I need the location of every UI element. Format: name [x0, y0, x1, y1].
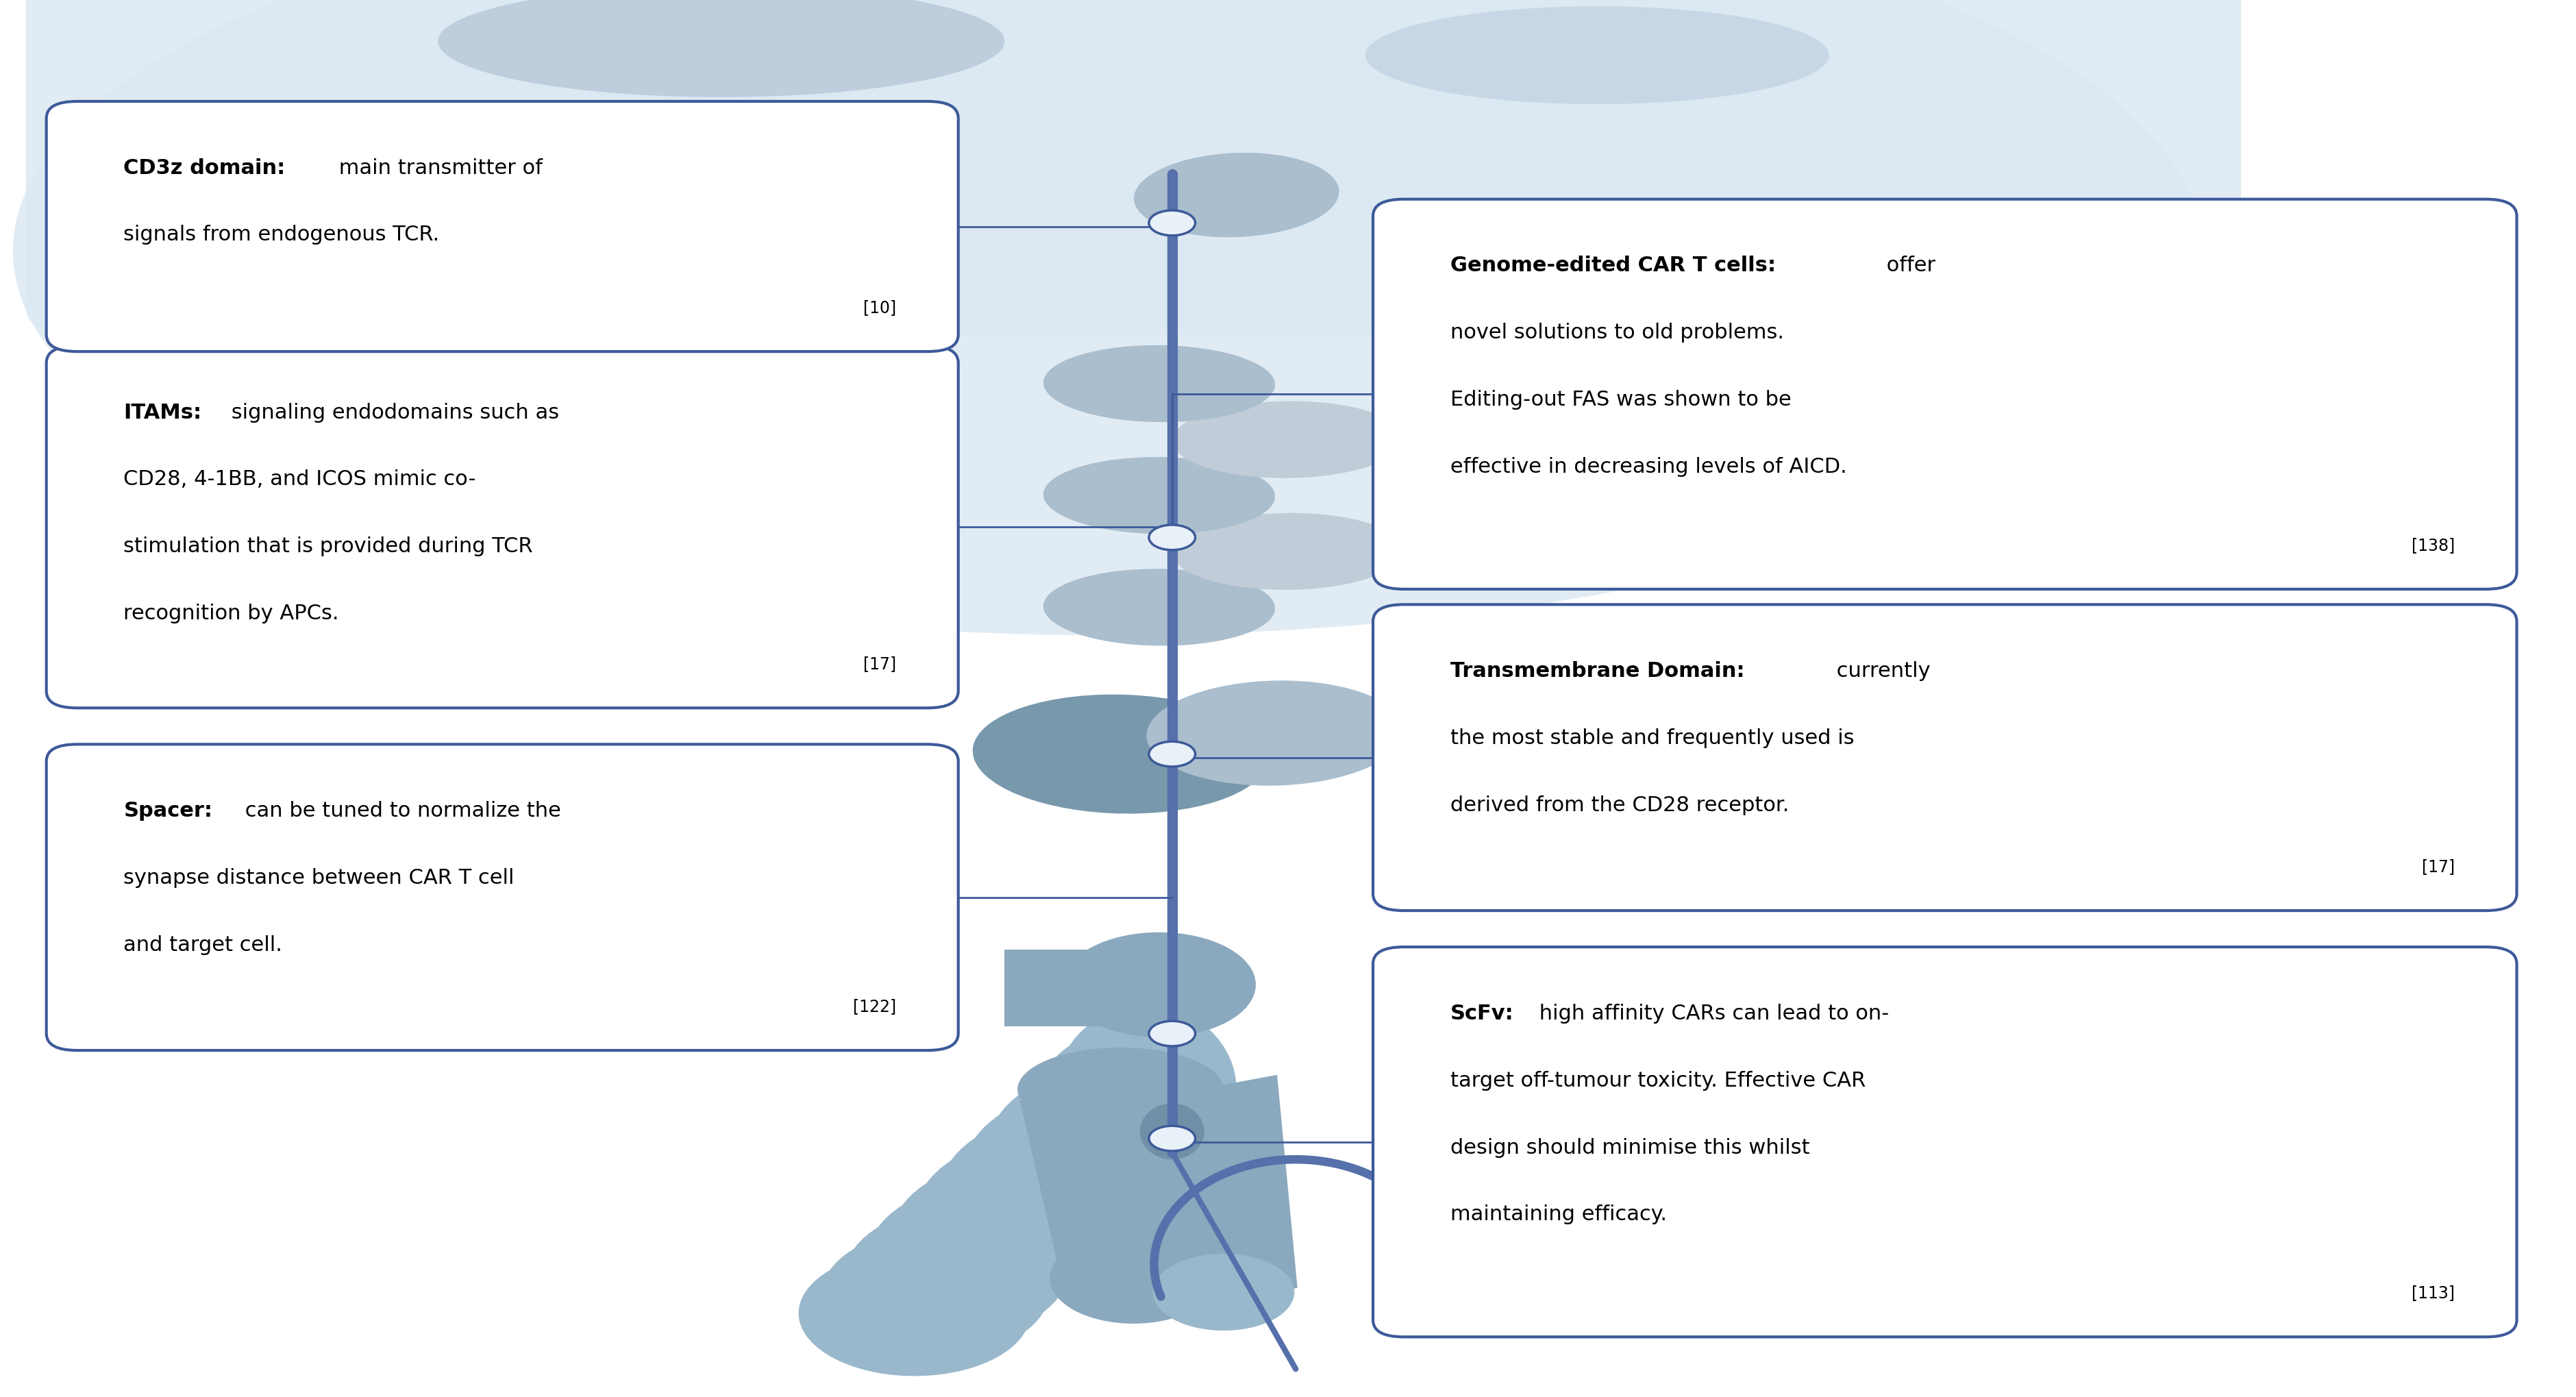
Ellipse shape [1043, 345, 1275, 423]
Text: can be tuned to normalize the: can be tuned to normalize the [240, 800, 562, 820]
Circle shape [1149, 1021, 1195, 1046]
Text: Editing-out FAS was shown to be: Editing-out FAS was shown to be [1450, 390, 1790, 409]
Text: currently: currently [1829, 661, 1929, 680]
Ellipse shape [938, 1118, 1144, 1266]
Ellipse shape [1172, 513, 1404, 591]
Text: Genome-edited CAR T cells:: Genome-edited CAR T cells: [1450, 256, 1783, 275]
Ellipse shape [438, 0, 1005, 98]
Text: [17]: [17] [863, 655, 896, 672]
Ellipse shape [1064, 933, 1257, 1037]
Text: recognition by APCs.: recognition by APCs. [124, 604, 340, 623]
Ellipse shape [1365, 7, 1829, 105]
Polygon shape [1005, 950, 1185, 1027]
Text: offer: offer [1880, 256, 1935, 275]
Circle shape [1149, 742, 1195, 767]
Text: derived from the CD28 receptor.: derived from the CD28 receptor. [1450, 795, 1788, 814]
Text: Spacer:: Spacer: [124, 800, 214, 820]
Polygon shape [1118, 1076, 1298, 1310]
Text: [113]: [113] [2411, 1284, 2455, 1301]
Ellipse shape [1146, 680, 1404, 787]
Text: signals from endogenous TCR.: signals from endogenous TCR. [124, 225, 440, 244]
Ellipse shape [1018, 1048, 1224, 1132]
Ellipse shape [13, 0, 2202, 636]
Text: main transmitter of: main transmitter of [332, 158, 544, 177]
Text: [138]: [138] [2411, 536, 2455, 553]
Ellipse shape [1048, 1232, 1218, 1324]
Ellipse shape [974, 694, 1267, 814]
FancyBboxPatch shape [46, 745, 958, 1051]
Ellipse shape [1139, 1104, 1203, 1160]
Text: stimulation that is provided during TCR: stimulation that is provided during TCR [124, 536, 533, 556]
Text: [122]: [122] [853, 997, 896, 1014]
Ellipse shape [1033, 1028, 1218, 1192]
Ellipse shape [1043, 457, 1275, 535]
Text: effective in decreasing levels of AICD.: effective in decreasing levels of AICD. [1450, 457, 1847, 476]
Circle shape [1149, 1126, 1195, 1151]
Ellipse shape [799, 1250, 1030, 1376]
Ellipse shape [1010, 1051, 1200, 1210]
Text: high affinity CARs can lead to on-: high affinity CARs can lead to on- [1533, 1003, 1888, 1023]
Text: ScFv:: ScFv: [1450, 1003, 1515, 1023]
Ellipse shape [868, 1185, 1087, 1320]
Text: signaling endodomains such as: signaling endodomains such as [224, 402, 559, 422]
Ellipse shape [1056, 1006, 1236, 1173]
Ellipse shape [1043, 569, 1275, 647]
Text: and target cell.: and target cell. [124, 935, 283, 954]
Text: synapse distance between CAR T cell: synapse distance between CAR T cell [124, 868, 515, 887]
Text: Transmembrane Domain:: Transmembrane Domain: [1450, 661, 1744, 680]
Text: the most stable and frequently used is: the most stable and frequently used is [1450, 728, 1855, 747]
Text: CD3z domain:: CD3z domain: [124, 158, 286, 177]
Text: maintaining efficacy.: maintaining efficacy. [1450, 1204, 1667, 1224]
Ellipse shape [961, 1095, 1162, 1248]
Polygon shape [1020, 1078, 1203, 1294]
Ellipse shape [822, 1228, 1048, 1358]
Text: target off-tumour toxicity. Effective CAR: target off-tumour toxicity. Effective CA… [1450, 1070, 1865, 1090]
FancyBboxPatch shape [46, 102, 958, 352]
Ellipse shape [1154, 1255, 1296, 1330]
Text: CD28, 4-1BB, and ICOS mimic co-: CD28, 4-1BB, and ICOS mimic co- [124, 469, 477, 489]
Circle shape [1149, 211, 1195, 236]
Ellipse shape [914, 1140, 1126, 1284]
FancyBboxPatch shape [1373, 947, 2517, 1337]
Ellipse shape [1133, 154, 1340, 237]
FancyBboxPatch shape [26, 0, 2241, 335]
Text: [17]: [17] [2421, 858, 2455, 875]
Text: novel solutions to old problems.: novel solutions to old problems. [1450, 323, 1785, 342]
Text: design should minimise this whilst: design should minimise this whilst [1450, 1137, 1811, 1157]
Text: [10]: [10] [863, 299, 896, 316]
FancyBboxPatch shape [1373, 605, 2517, 911]
Ellipse shape [891, 1162, 1105, 1302]
FancyBboxPatch shape [1373, 200, 2517, 590]
Ellipse shape [845, 1206, 1069, 1338]
Ellipse shape [1172, 401, 1404, 479]
Ellipse shape [987, 1073, 1180, 1228]
FancyBboxPatch shape [46, 346, 958, 708]
Text: ITAMs:: ITAMs: [124, 402, 201, 422]
Circle shape [1149, 525, 1195, 550]
